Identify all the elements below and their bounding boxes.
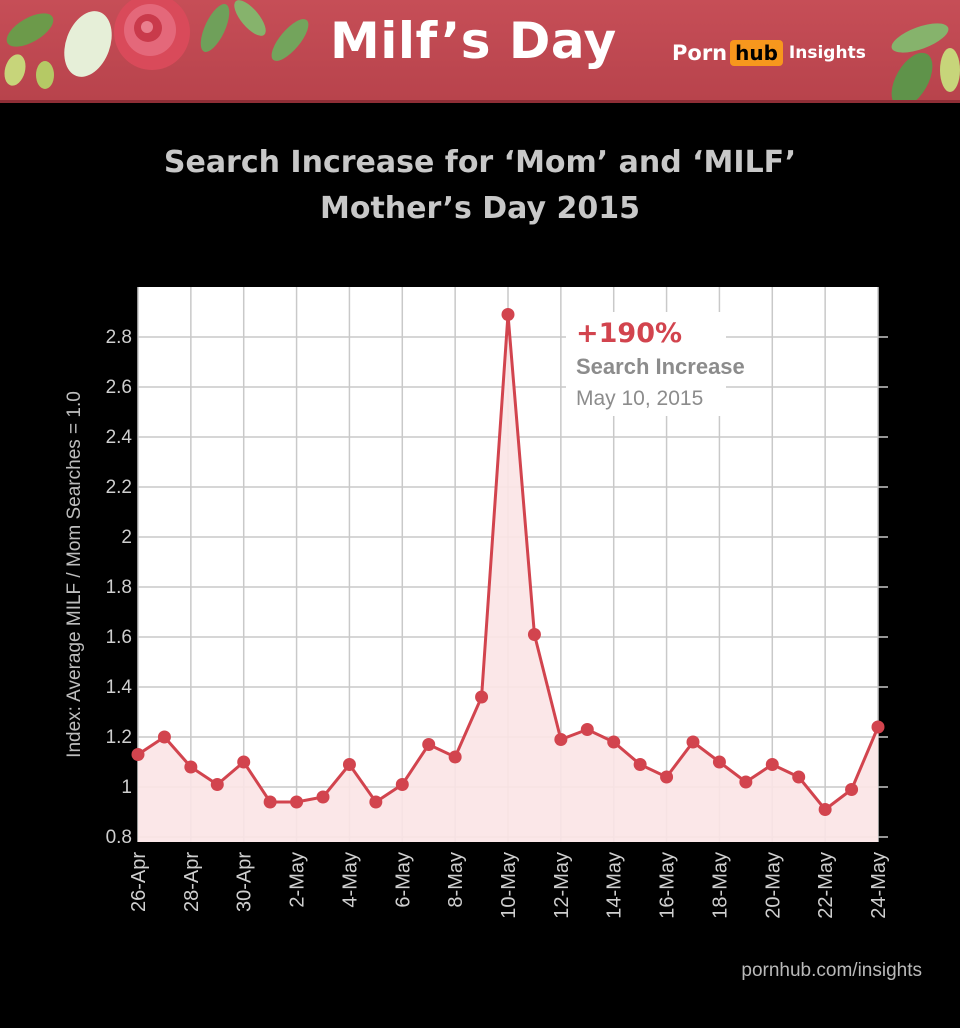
chart-title: Search Increase for ‘Mom’ and ‘MILF’ [163, 145, 797, 180]
data-point [527, 628, 541, 641]
y-tick-label: 2.6 [106, 377, 132, 398]
annotation-headline: +190% [576, 318, 682, 349]
series-area [138, 314, 878, 842]
y-tick-label: 0.8 [106, 827, 132, 848]
x-tick-label: 20-May [762, 852, 784, 919]
data-point [342, 758, 356, 771]
data-point [263, 795, 277, 809]
data-point [184, 760, 198, 774]
data-point [633, 758, 647, 771]
y-tick-label: 1.2 [106, 727, 132, 748]
data-point [607, 735, 621, 749]
x-tick-label: 8-May [445, 852, 467, 908]
data-point [210, 778, 224, 791]
logo-text-porn: Porn [672, 41, 728, 65]
data-point [448, 750, 462, 764]
data-point [739, 775, 753, 789]
data-point [845, 783, 859, 796]
y-tick-label: 2 [121, 527, 132, 548]
data-point [395, 778, 409, 791]
data-point [818, 803, 832, 816]
data-point [131, 748, 145, 761]
x-tick-label: 30-Apr [234, 852, 256, 912]
x-tick-label: 26-Apr [128, 852, 150, 912]
chart-subtitle: Mother’s Day 2015 [320, 191, 640, 226]
x-tick-label: 10-May [498, 852, 520, 919]
data-point [422, 738, 436, 751]
data-point [660, 770, 674, 784]
annotation-line2: Search Increase [576, 354, 745, 379]
brand-logo: Porn hub Insights [672, 38, 866, 68]
data-point [871, 720, 885, 734]
annotation-line3: May 10, 2015 [576, 387, 703, 410]
y-axis-label: Index: Average MILF / Mom Searches = 1.0 [64, 391, 85, 758]
data-point [475, 690, 489, 704]
x-tick-label: 14-May [604, 852, 626, 919]
data-point [712, 755, 726, 769]
x-tick-label: 2-May [287, 852, 309, 908]
header-banner: Milf’s Day Porn hub Insights [0, 0, 960, 103]
floral-decoration [4, 0, 960, 100]
data-point [792, 770, 806, 784]
logo-text-hub: hub [730, 40, 783, 66]
data-point [580, 723, 594, 736]
logo-text-insights: Insights [788, 43, 866, 63]
x-tick-label: 28-Apr [181, 852, 203, 912]
x-tick-label: 24-May [868, 852, 890, 919]
x-tick-label: 4-May [339, 852, 361, 908]
x-tick-label: 16-May [657, 852, 679, 919]
data-point [157, 730, 171, 744]
y-tick-label: 1.8 [106, 577, 132, 598]
data-point [686, 735, 700, 749]
data-point [316, 790, 330, 804]
data-point [369, 795, 383, 809]
data-point [501, 308, 515, 321]
y-tick-label: 2.4 [106, 427, 133, 448]
y-tick-label: 1.6 [106, 627, 132, 648]
x-tick-label: 6-May [392, 852, 414, 908]
footer-url: pornhub.com/insights [741, 960, 922, 981]
banner-title: Milf’s Day [330, 12, 617, 70]
y-tick-label: 1.4 [106, 677, 133, 698]
x-tick-label: 22-May [815, 852, 837, 919]
y-tick-label: 2.8 [106, 327, 132, 348]
y-tick-label: 1 [121, 777, 132, 798]
data-point [765, 758, 779, 771]
y-tick-label: 2.2 [106, 477, 132, 498]
data-point [290, 795, 304, 809]
data-point [237, 755, 251, 769]
x-tick-label: 18-May [709, 852, 731, 919]
x-tick-label: 12-May [551, 852, 573, 919]
data-point [554, 733, 568, 746]
annotation-box [566, 312, 726, 416]
